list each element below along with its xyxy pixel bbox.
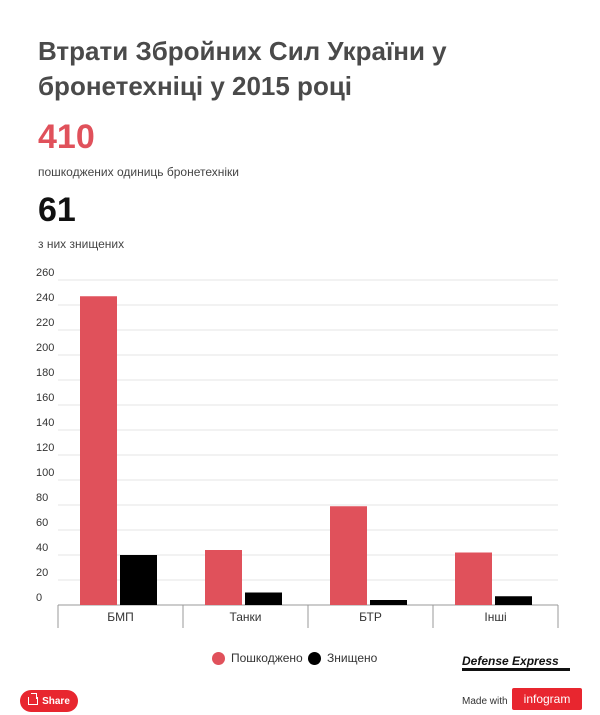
legend-swatch-destroyed xyxy=(308,652,321,665)
x-tick-label: БМП xyxy=(107,610,134,624)
legend-label-destroyed: Знищено xyxy=(327,651,378,665)
y-tick-label: 180 xyxy=(36,367,54,379)
share-label: Share xyxy=(42,695,70,707)
y-tick-label: 160 xyxy=(36,392,54,404)
chart-legend: Пошкоджено Знищено xyxy=(0,650,600,668)
bar-chart: 0 20 40 60 80 100 120 140 160 180 200 220 240 260 БМП Т… xyxy=(36,267,559,628)
y-tick-label: 80 xyxy=(36,492,48,504)
share-button[interactable]: Share xyxy=(20,690,78,712)
y-tick-label: 40 xyxy=(36,542,48,554)
bar-damaged[interactable] xyxy=(455,552,492,606)
bar-destroyed[interactable] xyxy=(495,596,532,605)
y-tick-label: 100 xyxy=(36,467,54,479)
x-tick-label: БТР xyxy=(359,610,382,624)
bar-destroyed[interactable] xyxy=(245,592,282,606)
destroyed-caption: з них знищених xyxy=(38,237,125,251)
y-tick-label: 60 xyxy=(36,517,48,529)
y-tick-label: 200 xyxy=(36,342,54,354)
bar-damaged[interactable] xyxy=(80,296,117,605)
x-tick-label: Танки xyxy=(229,610,261,624)
infogram-logo[interactable]: infogram xyxy=(512,688,582,710)
defense-express-logo: Defense Express xyxy=(462,654,559,668)
destroyed-count: 61 xyxy=(38,191,76,229)
y-tick-label: 240 xyxy=(36,292,54,304)
brand-underline xyxy=(462,668,570,671)
y-tick-label: 140 xyxy=(36,417,54,429)
bar-destroyed[interactable] xyxy=(370,600,407,605)
made-with-text: Made with xyxy=(462,696,508,707)
y-tick-label: 20 xyxy=(36,567,48,579)
damaged-count: 410 xyxy=(38,118,95,156)
y-tick-label: 120 xyxy=(36,442,54,454)
legend-label-damaged: Пошкоджено xyxy=(231,651,303,665)
bar-damaged[interactable] xyxy=(205,550,242,605)
bar-damaged[interactable] xyxy=(330,506,367,605)
chart-title: Втрати Збройних Сил України у бронетехні… xyxy=(38,36,447,101)
bar-destroyed[interactable] xyxy=(120,555,157,605)
legend-swatch-damaged xyxy=(212,652,225,665)
damaged-caption: пошкоджених одиниць бронетехніки xyxy=(38,165,240,179)
y-tick-label: 220 xyxy=(36,317,54,329)
y-tick-label: 260 xyxy=(36,267,54,279)
share-icon xyxy=(28,696,39,705)
y-tick-label: 0 xyxy=(36,592,42,604)
x-tick-label: Інші xyxy=(484,610,506,624)
